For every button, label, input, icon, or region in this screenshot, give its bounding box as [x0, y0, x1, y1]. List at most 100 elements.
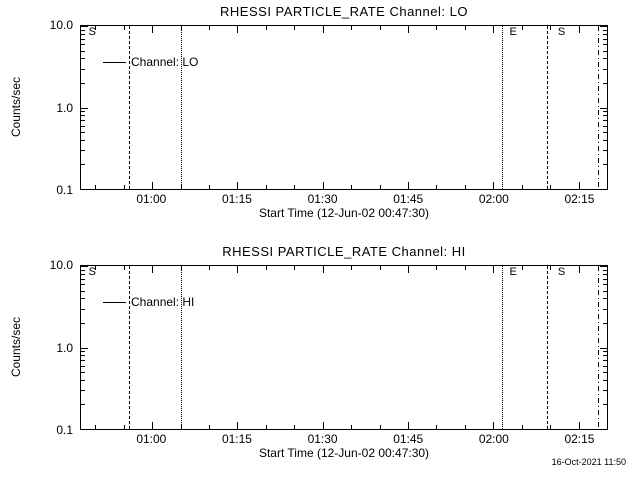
y-minor-tick — [81, 372, 85, 374]
x-minor-tick — [265, 26, 267, 30]
annotation-letter: S — [557, 26, 566, 38]
chart-title-lo: RHESSI PARTICLE_RATE Channel: LO — [220, 4, 468, 19]
x-major-tick — [237, 26, 239, 33]
x-minor-tick — [95, 185, 97, 189]
x-minor-tick — [180, 266, 182, 270]
y-minor-tick — [603, 273, 607, 275]
tick-marks-layer — [81, 266, 607, 430]
x-minor-tick — [265, 266, 267, 270]
y-minor-tick — [81, 150, 85, 152]
x-minor-tick — [294, 26, 296, 30]
y-minor-tick — [603, 120, 607, 122]
x-minor-tick — [265, 185, 267, 189]
y-tick-label: 10.0 — [49, 18, 73, 32]
x-minor-tick — [95, 266, 97, 270]
y-minor-tick — [81, 115, 85, 117]
x-major-tick — [237, 422, 239, 429]
y-minor-tick — [81, 164, 85, 166]
x-minor-tick — [464, 26, 466, 30]
panel-channel-lo: RHESSI PARTICLE_RATE Channel: LO Counts/… — [8, 4, 608, 220]
x-minor-tick — [550, 425, 552, 429]
x-tick-label: 01:00 — [136, 432, 167, 446]
y-major-tick — [600, 107, 607, 109]
event-line-dashed — [129, 26, 131, 189]
annotation-letter: S — [88, 266, 97, 278]
x-minor-tick — [521, 425, 523, 429]
chart-title-hi: RHESSI PARTICLE_RATE Channel: HI — [222, 244, 466, 259]
x-major-tick — [493, 26, 495, 33]
y-minor-tick — [81, 125, 85, 127]
x-major-tick — [237, 266, 239, 273]
event-line-dotted — [501, 266, 503, 429]
x-tick-label: 02:00 — [478, 432, 509, 446]
x-minor-tick — [294, 185, 296, 189]
y-minor-tick — [81, 33, 85, 35]
event-line-dashdot — [598, 266, 600, 429]
x-minor-tick — [550, 26, 552, 30]
x-tick-label: 01:30 — [307, 432, 338, 446]
x-major-tick — [322, 266, 324, 273]
x-major-tick — [407, 182, 409, 189]
x-tick-label: 01:45 — [393, 432, 424, 446]
x-tick-label: 02:15 — [564, 192, 595, 206]
y-minor-tick — [603, 355, 607, 357]
x-minor-tick — [436, 266, 438, 270]
x-axis-label: Start Time (12-Jun-02 00:47:30) — [258, 446, 430, 460]
legend: Channel: LO — [103, 55, 198, 69]
x-minor-tick — [521, 26, 523, 30]
x-minor-tick — [379, 26, 381, 30]
y-minor-tick — [603, 33, 607, 35]
y-minor-tick — [81, 132, 85, 134]
y-major-tick — [81, 107, 88, 109]
x-major-tick — [237, 182, 239, 189]
legend-label: Channel: HI — [131, 295, 195, 309]
y-major-tick — [600, 189, 607, 190]
y-minor-tick — [81, 38, 85, 40]
y-minor-tick — [81, 120, 85, 122]
x-major-tick — [407, 422, 409, 429]
y-minor-tick — [603, 290, 607, 292]
x-minor-tick — [208, 26, 210, 30]
x-tick-label: 01:00 — [136, 192, 167, 206]
y-axis-label: Counts/sec — [9, 317, 23, 378]
y-minor-tick — [81, 390, 85, 392]
legend-line-sample — [103, 61, 126, 63]
y-minor-tick — [81, 308, 85, 310]
plot-area-lo: S E S Channel: LO — [80, 25, 608, 190]
y-minor-tick — [603, 390, 607, 392]
x-minor-tick — [294, 266, 296, 270]
y-minor-tick — [603, 278, 607, 280]
x-major-tick — [493, 266, 495, 273]
y-minor-tick — [603, 111, 607, 113]
tick-marks-layer — [81, 26, 607, 190]
x-minor-tick — [180, 26, 182, 30]
y-minor-tick — [603, 125, 607, 127]
y-major-tick — [600, 347, 607, 349]
y-major-tick — [81, 189, 88, 190]
x-major-tick — [152, 26, 154, 33]
event-lines-layer — [81, 266, 607, 429]
x-minor-tick — [351, 185, 353, 189]
x-tick-label: 01:30 — [307, 192, 338, 206]
y-minor-tick — [81, 58, 85, 60]
x-minor-tick — [550, 266, 552, 270]
y-minor-tick — [603, 150, 607, 152]
x-tick-label: 01:45 — [393, 192, 424, 206]
x-minor-tick — [123, 185, 125, 189]
y-minor-tick — [603, 139, 607, 141]
x-minor-tick — [180, 425, 182, 429]
y-minor-tick — [81, 269, 85, 271]
x-major-tick — [152, 266, 154, 273]
y-minor-tick — [603, 50, 607, 52]
y-minor-tick — [603, 68, 607, 70]
annotation-letter: S — [88, 26, 97, 38]
y-minor-tick — [81, 298, 85, 300]
x-major-tick — [493, 182, 495, 189]
y-minor-tick — [603, 360, 607, 362]
y-minor-tick — [603, 269, 607, 271]
y-axis-label-wrap: Counts/sec — [8, 25, 24, 190]
x-minor-tick — [95, 26, 97, 30]
y-minor-tick — [81, 290, 85, 292]
